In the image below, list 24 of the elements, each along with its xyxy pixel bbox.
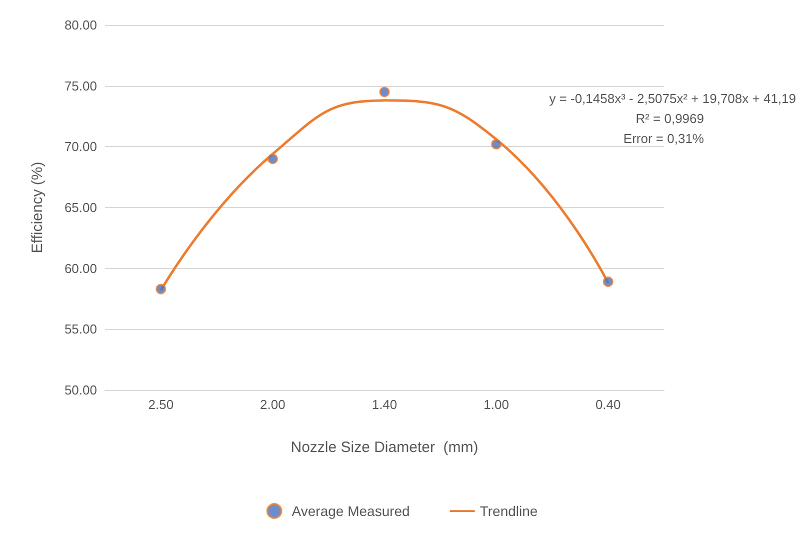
y-tick-label: 75.00 bbox=[64, 78, 97, 94]
y-tick-label: 50.00 bbox=[64, 382, 97, 398]
point bbox=[156, 284, 166, 294]
x-tick-label: 1.00 bbox=[484, 397, 509, 412]
x-tick-label: 2.50 bbox=[148, 397, 174, 412]
y-tick-label: 65.00 bbox=[64, 200, 97, 215]
legend-label: Average Measured bbox=[292, 503, 410, 519]
point bbox=[267, 154, 278, 164]
x-tick-label: 2.00 bbox=[260, 397, 286, 412]
annotation: y = -0,1458x³ - 2,5075x² + 19,708x + 41,19 bbox=[549, 91, 796, 106]
y-tick-label: 70.00 bbox=[64, 139, 97, 154]
point bbox=[602, 276, 614, 287]
point bbox=[379, 86, 390, 98]
legend-label: Trendline bbox=[480, 503, 538, 519]
y-tick-label: 55.00 bbox=[64, 322, 97, 337]
annotation: Error = 0,31% bbox=[623, 131, 704, 146]
x-tick-label: 0.40 bbox=[595, 397, 621, 412]
point bbox=[491, 138, 502, 150]
y-axis-title: Efficiency (%) bbox=[29, 162, 46, 254]
x-axis-title: Nozzle Size Diameter (mm) bbox=[290, 439, 478, 456]
y-tick-label: 60.00 bbox=[64, 260, 97, 276]
annotation: R² = 0,9969 bbox=[636, 111, 704, 126]
x-tick-label: 1.40 bbox=[372, 397, 398, 412]
y-tick-label: 80.00 bbox=[64, 18, 97, 32]
